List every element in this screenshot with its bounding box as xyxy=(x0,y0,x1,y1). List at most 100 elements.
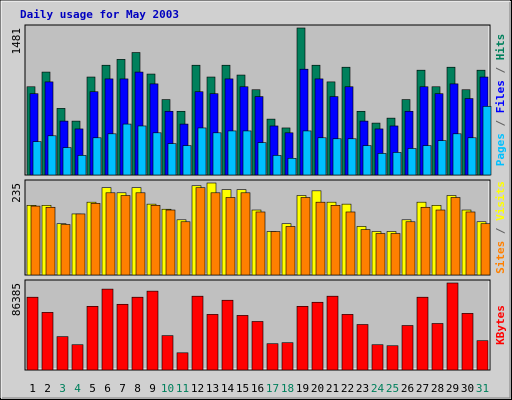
bar xyxy=(30,205,41,276)
bar xyxy=(392,152,402,176)
bar xyxy=(390,233,401,276)
x-tick-label: 26 xyxy=(401,382,414,395)
bar xyxy=(197,127,207,176)
bar xyxy=(255,211,266,276)
bar xyxy=(407,148,417,176)
bar xyxy=(41,312,54,371)
legend-entry: Sites xyxy=(494,241,507,274)
legend: Pages / Files / Hits xyxy=(494,34,507,167)
bar xyxy=(75,213,86,276)
bar xyxy=(225,197,236,276)
bar xyxy=(180,221,191,276)
bar xyxy=(386,345,399,371)
y-tick-label: 1481 xyxy=(10,28,23,55)
x-tick-label: 1 xyxy=(29,382,36,395)
x-tick-label: 9 xyxy=(149,382,156,395)
bar xyxy=(116,303,129,371)
bar xyxy=(450,197,461,276)
bar xyxy=(377,153,387,176)
bar xyxy=(296,305,309,371)
bar xyxy=(137,125,147,176)
bar xyxy=(77,155,87,176)
x-tick-label: 11 xyxy=(176,382,189,395)
bar xyxy=(56,336,69,371)
x-tick-label: 7 xyxy=(119,382,126,395)
bar xyxy=(302,130,312,176)
bar xyxy=(242,130,252,176)
bar xyxy=(420,206,431,276)
bar xyxy=(167,143,177,176)
bar xyxy=(461,313,474,371)
x-tick-label: 19 xyxy=(296,382,309,395)
x-tick-label: 22 xyxy=(341,382,354,395)
bar xyxy=(347,138,357,176)
x-tick-label: 2 xyxy=(44,382,51,395)
bar xyxy=(476,340,489,371)
legend-entry: Visits xyxy=(494,181,507,221)
bar xyxy=(287,158,297,176)
x-tick-label: 5 xyxy=(89,382,96,395)
bar xyxy=(480,223,491,276)
x-tick-label: 16 xyxy=(251,382,264,395)
bar xyxy=(371,344,384,371)
bar xyxy=(92,137,102,176)
bar xyxy=(210,192,221,276)
x-tick-label: 21 xyxy=(326,382,339,395)
bar xyxy=(221,299,234,371)
bar xyxy=(341,314,354,371)
x-tick-label: 29 xyxy=(446,382,459,395)
x-tick-label: 17 xyxy=(266,382,279,395)
chart-title: Daily usage for May 2003 xyxy=(20,8,179,21)
bar xyxy=(101,288,114,371)
bar xyxy=(345,211,356,276)
x-tick-label: 18 xyxy=(281,382,294,395)
bar xyxy=(446,282,459,371)
bar xyxy=(311,301,324,371)
bar xyxy=(90,203,101,276)
legend-entry: Files xyxy=(494,80,507,113)
bar xyxy=(135,192,146,276)
bar xyxy=(86,305,99,371)
legend: KBytes xyxy=(494,305,507,345)
legend-separator: / xyxy=(494,113,507,133)
bar xyxy=(236,315,249,371)
bar xyxy=(266,343,279,371)
y-tick-label: 235 xyxy=(10,183,23,203)
bar xyxy=(315,201,326,276)
x-tick-label: 4 xyxy=(74,382,81,395)
x-tick-label: 25 xyxy=(386,382,399,395)
x-tick-label: 23 xyxy=(356,382,369,395)
bar xyxy=(332,138,342,176)
bar xyxy=(150,205,161,276)
x-tick-label: 30 xyxy=(461,382,474,395)
x-tick-label: 10 xyxy=(161,382,174,395)
bar xyxy=(375,233,386,276)
bar xyxy=(356,324,369,371)
bar xyxy=(165,209,176,276)
legend-separator: / xyxy=(494,60,507,80)
x-tick-label: 3 xyxy=(59,382,66,395)
x-tick-label: 8 xyxy=(134,382,141,395)
bar xyxy=(206,314,219,371)
bar xyxy=(195,187,206,276)
y-tick-label: 86385 xyxy=(10,283,23,316)
bar xyxy=(240,192,251,276)
bar xyxy=(285,226,296,276)
bar xyxy=(45,206,56,276)
x-tick-label: 13 xyxy=(206,382,219,395)
bar xyxy=(257,142,267,176)
bar xyxy=(452,133,462,176)
x-tick-label: 15 xyxy=(236,382,249,395)
bar xyxy=(182,145,192,176)
bar xyxy=(105,192,116,276)
bar xyxy=(146,290,159,371)
bar xyxy=(317,137,327,176)
bar xyxy=(152,132,162,176)
x-tick-label: 31 xyxy=(476,382,489,395)
bar xyxy=(405,221,416,276)
bar xyxy=(60,224,71,276)
bar xyxy=(330,205,341,276)
bar xyxy=(401,325,414,371)
bar xyxy=(251,321,264,371)
